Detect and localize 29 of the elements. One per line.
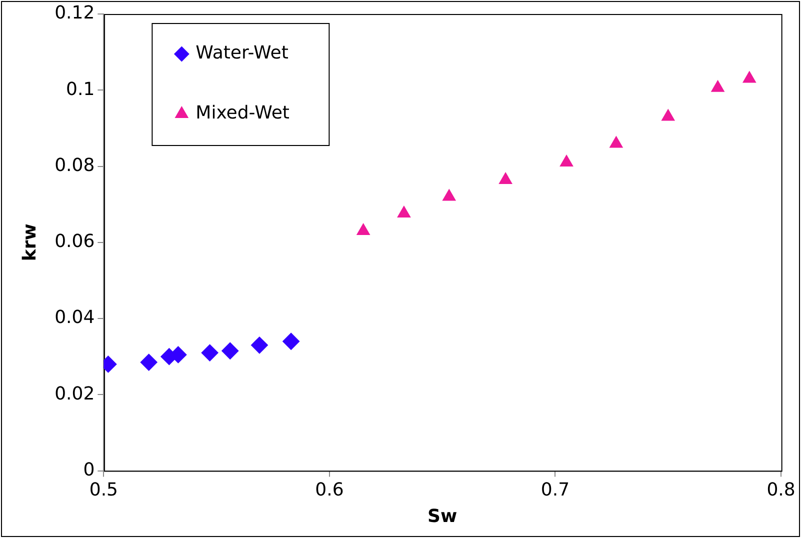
point bbox=[662, 109, 675, 121]
point bbox=[711, 80, 724, 92]
point bbox=[282, 332, 300, 350]
y-tick-label: 0 bbox=[83, 459, 95, 480]
point bbox=[201, 344, 218, 362]
x-tick-label: 0.6 bbox=[315, 479, 344, 500]
point bbox=[356, 223, 370, 235]
x-tick-label: 0.7 bbox=[540, 479, 570, 500]
legend-label: Water-Wet bbox=[196, 42, 288, 64]
y-tick-label: 0.12 bbox=[54, 2, 95, 24]
x-tick-label: 0.5 bbox=[89, 479, 118, 500]
y-tick-label: 0.02 bbox=[54, 383, 95, 404]
point bbox=[140, 354, 158, 371]
y-axis-title: krw bbox=[19, 224, 40, 262]
point bbox=[397, 206, 411, 218]
point bbox=[742, 71, 756, 83]
x-tick-label: 0.8 bbox=[766, 479, 796, 500]
y-tick-label: 0.06 bbox=[54, 231, 95, 252]
point bbox=[250, 336, 268, 354]
y-tick-label: 0.08 bbox=[54, 154, 95, 176]
point bbox=[560, 154, 574, 166]
point bbox=[498, 172, 512, 184]
point bbox=[222, 342, 239, 360]
point bbox=[442, 189, 456, 201]
y-tick-label: 0.04 bbox=[54, 307, 95, 328]
point bbox=[610, 136, 623, 148]
x-axis-title: Sw bbox=[428, 506, 458, 527]
legend-label: Mixed-Wet bbox=[196, 102, 290, 124]
y-tick-label: 0.1 bbox=[66, 78, 95, 100]
